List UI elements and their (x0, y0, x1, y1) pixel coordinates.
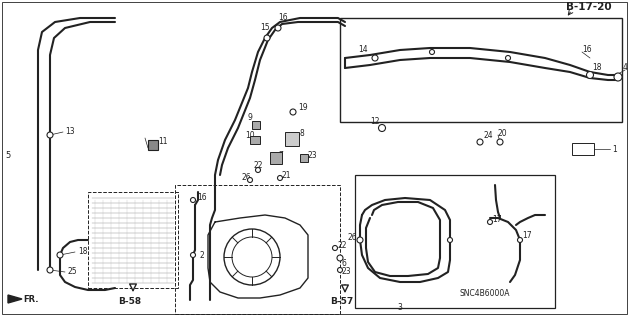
Text: 17: 17 (522, 232, 532, 241)
Text: 15: 15 (260, 24, 269, 33)
Text: 23: 23 (308, 151, 317, 160)
Circle shape (47, 267, 53, 273)
Circle shape (191, 197, 195, 203)
Text: 26: 26 (242, 173, 252, 182)
Circle shape (337, 268, 342, 272)
Circle shape (518, 238, 522, 242)
Text: 12: 12 (370, 117, 380, 127)
Polygon shape (8, 295, 22, 303)
Text: 3: 3 (397, 302, 403, 311)
Text: 26: 26 (348, 234, 358, 242)
Circle shape (506, 56, 511, 61)
Circle shape (337, 255, 343, 261)
Circle shape (372, 55, 378, 61)
Text: 4: 4 (623, 63, 628, 72)
Text: 10: 10 (245, 130, 255, 139)
Bar (250, 136, 260, 144)
Circle shape (586, 71, 593, 78)
Text: 16: 16 (582, 46, 591, 55)
Circle shape (614, 73, 622, 81)
Circle shape (357, 237, 363, 243)
Text: 9: 9 (248, 114, 253, 122)
Text: 13: 13 (65, 128, 75, 137)
Text: 19: 19 (298, 103, 308, 113)
Circle shape (278, 175, 282, 181)
Text: SNC4B6000A: SNC4B6000A (460, 288, 511, 298)
Text: 8: 8 (300, 129, 305, 137)
Text: FR.: FR. (23, 294, 38, 303)
Bar (572, 143, 594, 155)
Bar (252, 121, 260, 129)
Bar (340, 18, 622, 122)
Text: 24: 24 (483, 130, 493, 139)
Text: 5: 5 (5, 151, 10, 160)
Text: B-57: B-57 (330, 298, 353, 307)
Circle shape (191, 253, 195, 257)
Text: 2: 2 (200, 250, 205, 259)
Circle shape (47, 132, 53, 138)
Circle shape (488, 219, 493, 225)
Bar (148, 140, 158, 150)
Circle shape (255, 167, 260, 173)
Text: 1: 1 (612, 145, 617, 153)
Bar (300, 154, 308, 162)
Text: 11: 11 (158, 137, 168, 146)
Text: 14: 14 (358, 46, 367, 55)
Text: 16: 16 (278, 13, 287, 23)
Circle shape (248, 177, 253, 182)
Circle shape (290, 109, 296, 115)
Text: 21: 21 (282, 170, 291, 180)
Bar (285, 132, 299, 146)
Circle shape (57, 252, 63, 258)
Circle shape (447, 238, 452, 242)
Text: 18: 18 (592, 63, 602, 72)
Text: B-17-20: B-17-20 (566, 2, 612, 12)
Text: 25: 25 (68, 268, 77, 277)
Text: 20: 20 (498, 130, 508, 138)
Text: 22: 22 (253, 160, 262, 169)
Text: 22: 22 (338, 241, 348, 249)
Text: 6: 6 (342, 258, 347, 268)
Text: 7: 7 (278, 151, 283, 160)
Circle shape (477, 139, 483, 145)
Bar (175, 185, 340, 314)
Bar (270, 152, 282, 164)
Circle shape (378, 124, 385, 131)
Text: 17: 17 (492, 216, 502, 225)
Text: 16: 16 (197, 194, 207, 203)
Circle shape (275, 25, 281, 31)
Text: B-58: B-58 (118, 298, 141, 307)
Bar (355, 175, 555, 308)
Circle shape (264, 35, 270, 41)
Circle shape (429, 49, 435, 55)
Circle shape (497, 139, 503, 145)
Circle shape (333, 246, 337, 250)
Bar (88, 192, 178, 288)
Text: 23: 23 (342, 268, 351, 277)
Text: 18: 18 (78, 248, 88, 256)
